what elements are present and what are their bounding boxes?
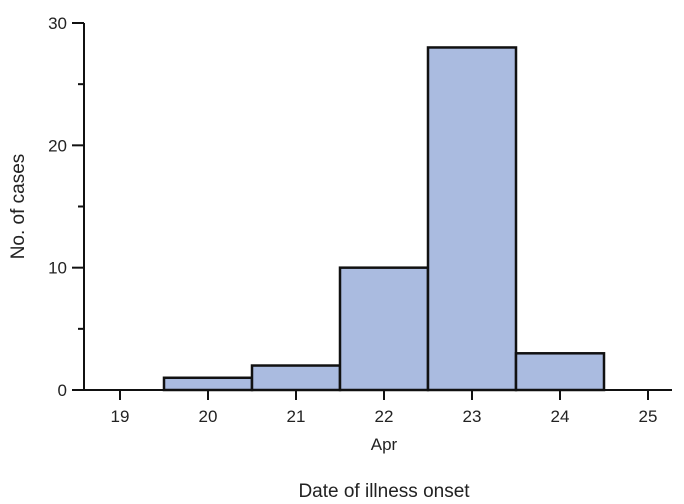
y-ticks: 0 10 20 30 (48, 14, 84, 400)
x-tick-label: 24 (551, 407, 570, 426)
y-tick-label: 20 (48, 136, 67, 155)
bar-24 (514, 352, 606, 392)
bar-22 (338, 266, 430, 392)
x-tick-label: 25 (639, 407, 658, 426)
bar-20 (162, 376, 254, 392)
x-axis-month-label: Apr (371, 435, 398, 454)
x-tick-label: 22 (375, 407, 394, 426)
x-tick-label: 23 (463, 407, 482, 426)
x-tick-label: 21 (287, 407, 306, 426)
y-axis-title: No. of cases (8, 154, 29, 260)
y-tick-label: 30 (48, 14, 67, 33)
bars (162, 46, 606, 392)
x-axis-title: Date of illness onset (298, 481, 470, 502)
x-tick-label: 20 (199, 407, 218, 426)
y-tick-label: 10 (48, 259, 67, 278)
y-tick-label: 0 (58, 381, 67, 400)
bar-21 (250, 364, 342, 392)
x-tick-label: 19 (111, 407, 130, 426)
x-ticks: 19 20 21 22 23 24 25 (111, 390, 658, 426)
bar-23 (426, 46, 518, 392)
